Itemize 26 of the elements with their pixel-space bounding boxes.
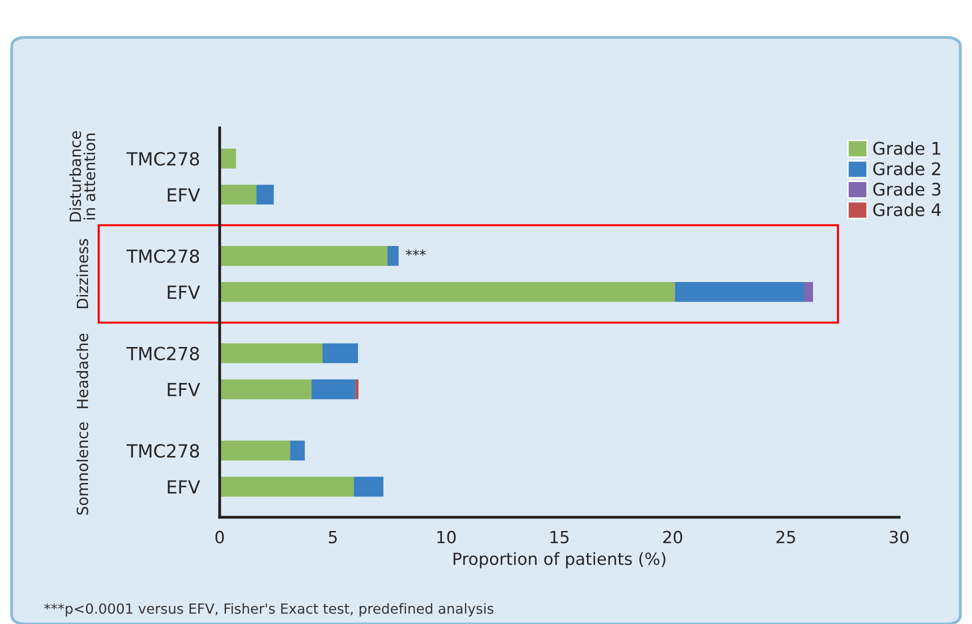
text: ***p<0.0001 versus EFV, Fisher's Exact test, predefined analysis	[44, 603, 494, 617]
legend-label: Grade 3	[873, 182, 940, 196]
legend-label: Grade 1	[873, 141, 940, 155]
y-tick-label: EFV	[168, 383, 200, 396]
x-axis-title: Proportion of patients (%)	[454, 552, 666, 568]
y-tick-label: TMC278	[126, 152, 199, 166]
legend-label: Grade 4	[873, 202, 941, 216]
x-tick-label: 25	[776, 530, 796, 544]
x-tick-label: 5	[328, 531, 337, 544]
text: Somnolence	[76, 422, 88, 515]
x-tick-label: 10	[437, 530, 456, 544]
legend-label: Grade 2	[873, 162, 940, 176]
x-tick-label: 15	[550, 531, 569, 544]
text: Headache	[76, 334, 88, 408]
y-tick-label: TMC278	[126, 249, 199, 264]
x-tick-label: 30	[890, 530, 909, 544]
y-tick-label: EFV	[168, 480, 200, 494]
annotation: ***	[406, 249, 426, 256]
y-tick-label: TMC278	[126, 346, 199, 360]
y-tick-label: TMC278	[126, 444, 199, 458]
y-tick-label: EFV	[168, 188, 200, 202]
x-tick-label: 20	[663, 530, 682, 544]
text: Disturbance in attention	[69, 131, 96, 222]
y-tick-label: EFV	[168, 286, 200, 299]
x-tick-label: 0	[215, 530, 224, 544]
text: Dizziness	[76, 239, 88, 308]
